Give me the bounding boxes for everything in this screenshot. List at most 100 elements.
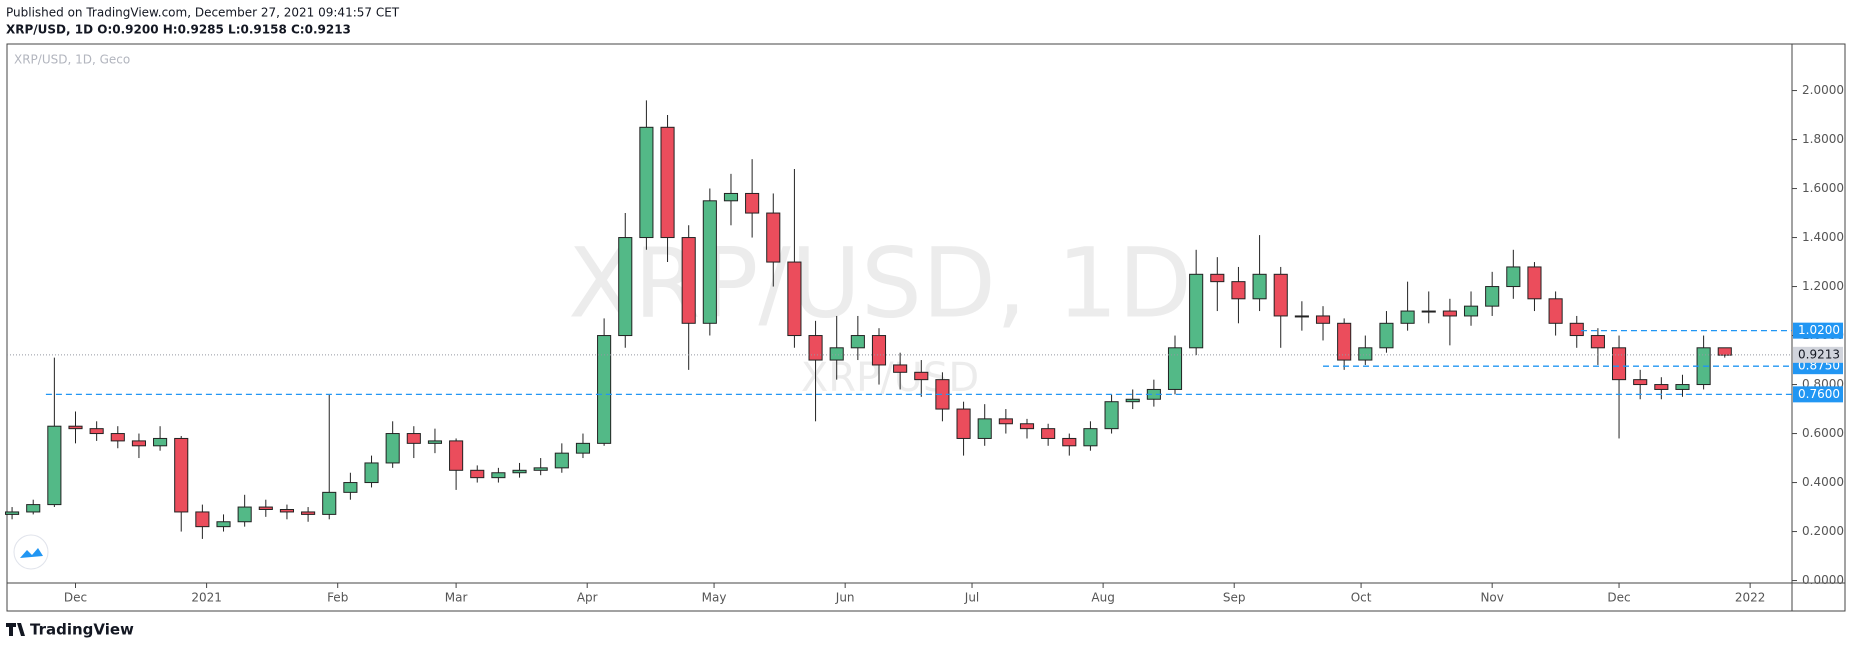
candle-body [977,418,992,439]
candle-body [364,462,379,484]
candle-body [639,126,654,239]
x-tick-label: Dec [1607,591,1630,605]
x-tick-label: Jun [835,591,855,605]
x-tick-label: May [702,591,727,605]
candle-body [850,335,865,349]
candle-body [195,511,210,528]
candle-body [1358,347,1373,361]
published-line: Published on TradingView.com, December 2… [6,6,400,20]
candle-body [237,506,252,523]
candle-body [406,433,421,444]
candle-body [343,482,358,493]
x-tick-label: Sep [1223,591,1246,605]
candle-body [829,347,844,361]
candle-body [1189,273,1204,349]
candle-body [597,335,612,444]
price-label: 0.7600 [1798,387,1840,401]
candle-body [1104,401,1119,430]
candle-body [131,440,146,447]
candle-body [1337,322,1352,361]
candle-body [1633,379,1648,386]
y-tick-label: 0.6000 [1802,426,1844,440]
candle-body [258,506,273,510]
y-tick-label: 1.6000 [1802,181,1844,195]
candle-body [1294,315,1309,318]
candle-body [491,472,506,479]
candle-body [216,521,231,528]
candle-body [322,491,337,515]
candle-body [512,469,527,474]
candle-body [956,408,971,439]
candle-body [26,504,41,513]
candle-body [702,200,717,324]
x-tick-label: Oct [1351,591,1372,605]
candle-body [1210,273,1225,283]
x-tick-label: Aug [1091,591,1114,605]
y-tick-label: 1.8000 [1802,132,1844,146]
logo-badge [13,534,49,570]
candle-body [1167,347,1183,390]
y-tick-label: 0.2000 [1802,524,1844,538]
x-tick-label: Apr [577,591,598,605]
candle-body [554,452,569,469]
candle-body [1569,322,1584,337]
candle-body [1506,266,1521,288]
last-price-label: 0.9213 [1798,347,1840,361]
candle-body [1400,310,1415,324]
candle-body [723,192,739,202]
y-tick-label: 0.4000 [1802,475,1844,489]
candle-body [110,433,125,442]
candle-body [575,442,591,454]
candle-body [660,126,675,239]
frame [6,43,1846,612]
candle-body [914,371,929,381]
candle-body [1379,322,1394,349]
candle-body [1590,335,1605,349]
candle-body [385,433,400,464]
candle-body [998,418,1013,425]
candle-body [470,469,485,479]
x-tick-label: 2021 [191,591,222,605]
y-tick-label: 2.0000 [1802,83,1844,97]
candle-body [1041,428,1056,439]
candle-body [1654,384,1669,390]
y-tick-label: 0.0000 [1802,573,1844,587]
candle-body [1527,266,1542,300]
candle-body [766,212,781,263]
x-tick-label: Nov [1480,591,1503,605]
price-label-box [1793,386,1843,403]
x-tick-label: Jul [964,591,979,605]
candle-body [153,437,168,447]
y-tick-label: 1.4000 [1802,230,1844,244]
footer-logo [6,623,25,636]
candle-body [47,425,62,506]
x-tick-label: Mar [445,591,468,605]
candle-body [1675,384,1690,390]
candle-body [1548,298,1563,324]
last-price-box [1793,346,1843,363]
x-tick-label: Feb [327,591,348,605]
footer-brand: TradingView [30,621,134,639]
ohlc-line: XRP/USD, 1D O:0.9200 H:0.9285 L:0.9158 C… [6,23,351,37]
candle-body [68,425,83,430]
price-label: 1.0200 [1798,323,1840,337]
candle-body [427,440,443,444]
candle-body [1083,428,1098,447]
candle-body [1611,347,1627,381]
x-tick-label: 2022 [1735,591,1766,605]
candle-body [787,261,802,337]
candle-body [808,335,823,361]
candle-body [893,364,908,373]
candle-body [449,440,464,471]
candle-body [1463,305,1479,317]
price-label-box [1793,322,1843,339]
candle-body [533,467,548,471]
candle-body [1062,437,1077,447]
candle-body [1717,347,1732,356]
candle-body [1485,286,1500,307]
candle-body [681,237,696,324]
candle-body [174,437,189,513]
candle-body [1019,423,1035,430]
